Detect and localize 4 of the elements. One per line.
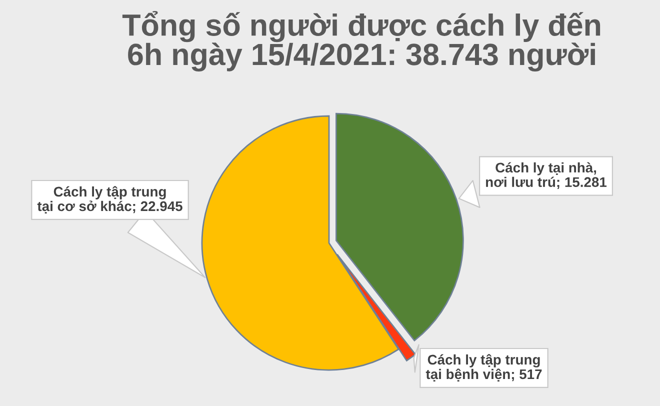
chart-title: Tổng số người được cách ly đến 6h ngày 15/4/2021: 38.743 người [122, 11, 600, 72]
slice-label: Cách ly tập trung tại bệnh viện; 517 [426, 354, 542, 382]
slice-label: Cách ly tập trung tại cơ sở khác; 22.945 [37, 186, 182, 214]
slice-label: Cách ly tại nhà, nơi lưu trú; 15.281 [486, 162, 607, 190]
